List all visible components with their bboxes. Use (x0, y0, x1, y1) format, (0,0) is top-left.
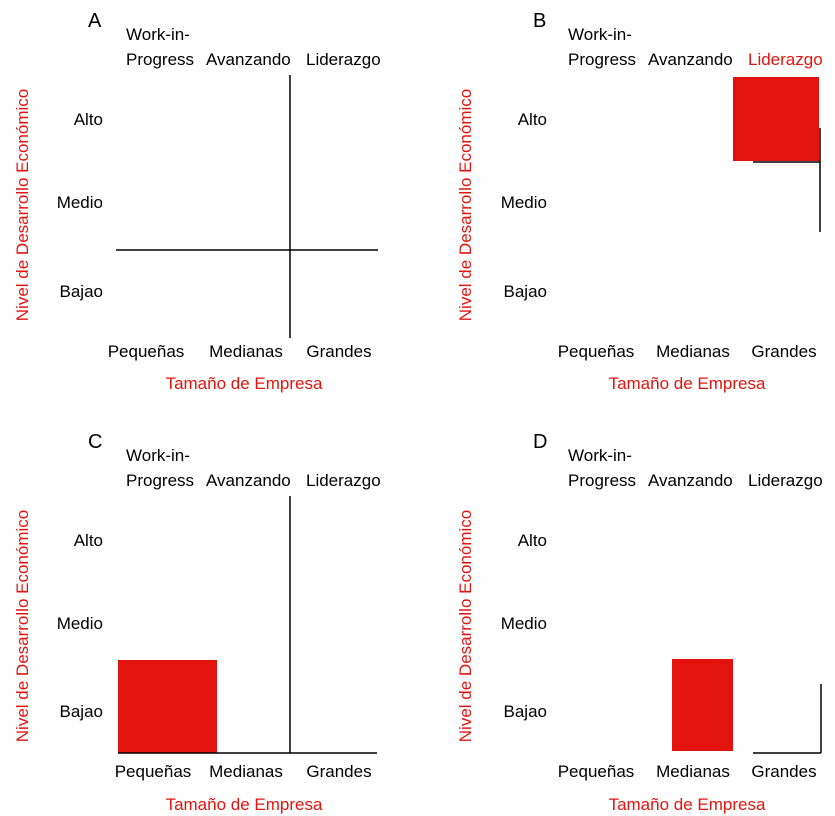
header-avanzando: Avanzando (648, 471, 733, 490)
header-work-in: Work-in- (568, 25, 632, 44)
row-label-alto: Alto (518, 110, 547, 129)
col-label-pequenas: Pequeñas (115, 762, 192, 781)
col-label-grandes: Grandes (751, 342, 816, 361)
y-axis-label: Nivel de Desarrollo Económico (456, 89, 475, 321)
row-label-bajao: Bajao (504, 282, 547, 301)
col-label-grandes: Grandes (751, 762, 816, 781)
x-axis-label: Tamaño de Empresa (166, 795, 323, 814)
row-label-bajao: Bajao (60, 282, 103, 301)
header-liderazgo: Liderazgo (748, 471, 823, 490)
row-label-medio: Medio (57, 193, 103, 212)
header-progress: Progress (568, 50, 636, 69)
header-work-in: Work-in- (126, 25, 190, 44)
header-progress: Progress (568, 471, 636, 490)
row-label-alto: Alto (518, 531, 547, 550)
x-axis-label: Tamaño de Empresa (166, 374, 323, 393)
highlight-cell-alto-grandes (733, 77, 819, 161)
x-axis-label: Tamaño de Empresa (609, 795, 766, 814)
row-label-medio: Medio (501, 614, 547, 633)
header-avanzando: Avanzando (206, 50, 291, 69)
header-liderazgo: Liderazgo (306, 50, 381, 69)
col-label-grandes: Grandes (306, 762, 371, 781)
y-axis-label: Nivel de Desarrollo Económico (456, 510, 475, 742)
header-liderazgo-highlighted: Liderazgo (748, 50, 823, 69)
header-avanzando: Avanzando (206, 471, 291, 490)
panel-a: A Work-in- Progress Avanzando Liderazgo … (13, 10, 381, 393)
y-axis-label: Nivel de Desarrollo Económico (13, 510, 32, 742)
x-axis-label: Tamaño de Empresa (609, 374, 766, 393)
panel-b: B Work-in- Progress Avanzando Liderazgo … (456, 10, 823, 393)
highlight-cell-bajao-pequenas (118, 660, 217, 753)
panel-letter: A (88, 10, 102, 32)
col-label-medianas: Medianas (209, 342, 283, 361)
header-progress: Progress (126, 471, 194, 490)
row-label-medio: Medio (501, 193, 547, 212)
header-progress: Progress (126, 50, 194, 69)
panel-letter: C (88, 431, 102, 453)
header-work-in: Work-in- (568, 446, 632, 465)
row-label-bajao: Bajao (504, 702, 547, 721)
row-label-bajao: Bajao (60, 702, 103, 721)
col-label-pequenas: Pequeñas (108, 342, 185, 361)
col-label-medianas: Medianas (656, 342, 730, 361)
row-label-alto: Alto (74, 110, 103, 129)
col-label-medianas: Medianas (209, 762, 283, 781)
highlight-cell-bajao-medianas (672, 659, 733, 751)
panel-letter: B (533, 10, 546, 32)
header-avanzando: Avanzando (648, 50, 733, 69)
y-axis-label: Nivel de Desarrollo Económico (13, 89, 32, 321)
panel-d: D Work-in- Progress Avanzando Liderazgo … (456, 431, 823, 814)
col-label-medianas: Medianas (656, 762, 730, 781)
panel-letter: D (533, 431, 547, 453)
col-label-pequenas: Pequeñas (558, 762, 635, 781)
row-label-medio: Medio (57, 614, 103, 633)
header-liderazgo: Liderazgo (306, 471, 381, 490)
panel-c: C Work-in- Progress Avanzando Liderazgo … (13, 431, 381, 814)
col-label-grandes: Grandes (306, 342, 371, 361)
header-work-in: Work-in- (126, 446, 190, 465)
col-label-pequenas: Pequeñas (558, 342, 635, 361)
row-label-alto: Alto (74, 531, 103, 550)
